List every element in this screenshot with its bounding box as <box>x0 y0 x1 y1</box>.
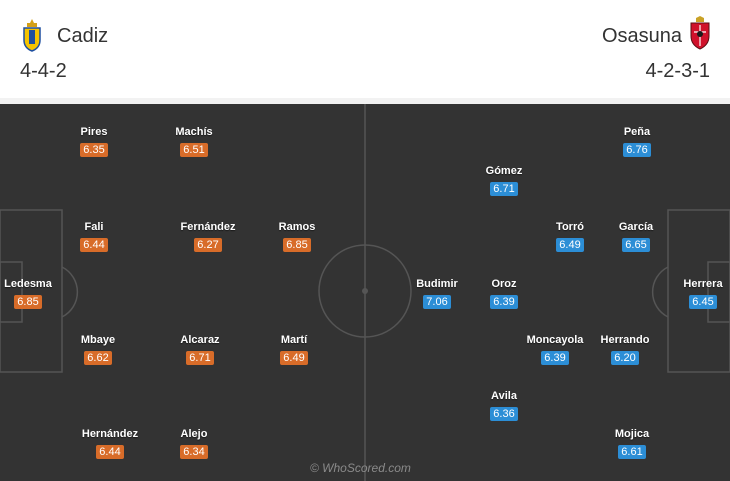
player-name: Torró <box>556 221 584 233</box>
home-player[interactable]: Alejo 6.34 <box>154 428 234 460</box>
away-player[interactable]: Herrando 6.20 <box>585 334 665 366</box>
cadiz-crest-icon <box>23 19 41 52</box>
player-rating-badge: 6.39 <box>541 351 569 365</box>
away-player[interactable]: Herrera 6.45 <box>663 278 730 310</box>
player-rating-badge: 6.36 <box>490 407 518 421</box>
player-name: Moncayola <box>526 334 584 346</box>
home-player[interactable]: Ramos 6.85 <box>257 221 337 253</box>
player-rating-badge: 6.62 <box>84 351 112 365</box>
player-name: Gómez <box>485 165 523 177</box>
away-player[interactable]: Oroz 6.39 <box>464 278 544 310</box>
player-name: Fali <box>84 221 104 233</box>
home-player[interactable]: Fernández 6.27 <box>168 221 248 253</box>
home-player[interactable]: Alcaraz 6.71 <box>160 334 240 366</box>
away-player[interactable]: Torró 6.49 <box>530 221 610 253</box>
player-name: Herrera <box>683 278 723 290</box>
player-rating-badge: 6.34 <box>180 445 208 459</box>
player-name: Budimir <box>416 278 458 290</box>
player-rating-badge: 6.44 <box>80 238 108 252</box>
player-rating-badge: 6.20 <box>611 351 639 365</box>
player-name: Oroz <box>491 278 517 290</box>
away-player[interactable]: Peña 6.76 <box>597 126 677 158</box>
player-name: Pires <box>80 126 108 138</box>
home-team-name[interactable]: Cadiz <box>57 25 109 47</box>
player-name: Ledesma <box>4 278 52 290</box>
player-name: Alejo <box>180 428 208 440</box>
player-rating-badge: 6.51 <box>180 143 208 157</box>
player-rating-badge: 7.06 <box>423 295 451 309</box>
away-player[interactable]: Mojica 6.61 <box>592 428 672 460</box>
player-rating-badge: 6.61 <box>618 445 646 459</box>
home-player[interactable]: Pires 6.35 <box>54 126 134 158</box>
home-formation: 4-4-2 <box>20 60 67 82</box>
away-player[interactable]: Gómez 6.71 <box>464 165 544 197</box>
player-rating-badge: 6.49 <box>556 238 584 252</box>
player-name: Hernández <box>81 428 139 440</box>
player-name: Ramos <box>278 221 316 233</box>
player-rating-badge: 6.71 <box>186 351 214 365</box>
player-rating-badge: 6.45 <box>689 295 717 309</box>
osasuna-crest-icon <box>690 16 710 50</box>
player-rating-badge: 6.49 <box>280 351 308 365</box>
player-rating-badge: 6.71 <box>490 182 518 196</box>
away-player[interactable]: Moncayola 6.39 <box>515 334 595 366</box>
player-name: Martí <box>280 334 308 346</box>
player-rating-badge: 6.65 <box>622 238 650 252</box>
player-name: García <box>618 221 654 233</box>
player-name: Fernández <box>180 221 236 233</box>
away-player[interactable]: Budimir 7.06 <box>397 278 477 310</box>
player-name: Mbaye <box>80 334 116 346</box>
watermark: © WhoScored.com <box>310 461 411 475</box>
player-name: Machís <box>175 126 213 138</box>
player-rating-badge: 6.35 <box>80 143 108 157</box>
player-rating-badge: 6.44 <box>96 445 124 459</box>
away-player[interactable]: Avila 6.36 <box>464 390 544 422</box>
home-player[interactable]: Martí 6.49 <box>254 334 334 366</box>
player-rating-badge: 6.76 <box>623 143 651 157</box>
player-rating-badge: 6.39 <box>490 295 518 309</box>
home-player[interactable]: Mbaye 6.62 <box>58 334 138 366</box>
player-rating-badge: 6.85 <box>14 295 42 309</box>
home-player[interactable]: Ledesma 6.85 <box>0 278 68 310</box>
player-name: Mojica <box>614 428 650 440</box>
match-header: Cadiz 4-4-2 Osasuna 4-2-3-1 <box>0 0 730 98</box>
home-player[interactable]: Hernández 6.44 <box>70 428 150 460</box>
away-player[interactable]: García 6.65 <box>596 221 676 253</box>
player-name: Peña <box>623 126 651 138</box>
player-name: Avila <box>491 390 517 402</box>
player-name: Alcaraz <box>180 334 220 346</box>
pitch-markings <box>0 104 730 481</box>
home-player[interactable]: Fali 6.44 <box>54 221 134 253</box>
player-name: Herrando <box>600 334 650 346</box>
player-rating-badge: 6.27 <box>194 238 222 252</box>
home-player[interactable]: Machís 6.51 <box>154 126 234 158</box>
pitch: Ledesma 6.85 Pires 6.35 Machís 6.51 Fali 6.44 Fe… <box>0 104 730 481</box>
player-rating-badge: 6.85 <box>283 238 311 252</box>
away-team-name[interactable]: Osasuna <box>601 25 682 47</box>
away-formation: 4-2-3-1 <box>645 60 710 82</box>
